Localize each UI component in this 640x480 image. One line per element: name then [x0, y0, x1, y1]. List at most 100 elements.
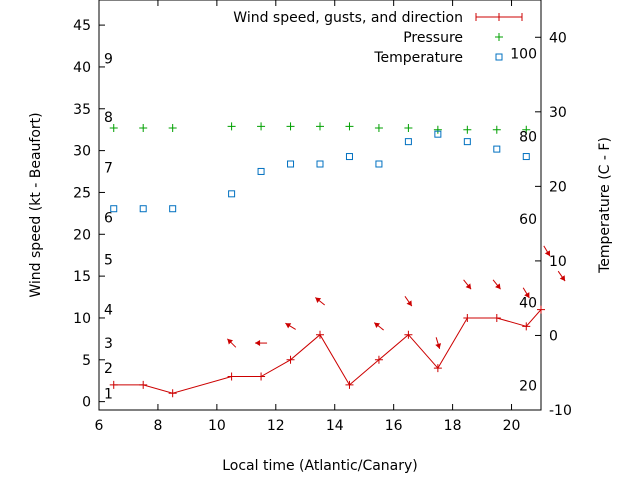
wind-speed-point [227, 372, 236, 381]
y-tick-label: 0 [82, 395, 91, 411]
temperature-point [375, 160, 383, 168]
wind-speed-point [537, 305, 545, 314]
wind-direction-arrow [315, 297, 325, 306]
beaufort-label: 4 [104, 303, 113, 319]
wind-direction-arrow [227, 338, 237, 348]
wind-speed-point [109, 380, 118, 389]
wind-arrow-head [524, 292, 530, 299]
temperature-point [434, 130, 442, 138]
wind-speed-point [286, 355, 295, 364]
legend-wind-marker [475, 13, 523, 21]
temperature-point [287, 160, 295, 168]
wind-speed-point [433, 364, 442, 373]
pressure-point [139, 124, 148, 133]
pressure-point [316, 122, 324, 131]
legend-pressure-marker [495, 33, 503, 41]
pressure-point [227, 122, 236, 131]
wind-speed-point [522, 322, 531, 331]
wind-arrow-head [465, 283, 472, 290]
fahrenheit-label: 100 [510, 47, 537, 63]
temperature-point [139, 205, 147, 213]
temperature-point [463, 138, 471, 146]
wind-speed-point [139, 380, 148, 389]
pressure-point [404, 124, 413, 133]
x-tick-label: 18 [444, 418, 462, 434]
legend-temperature-marker [495, 53, 503, 61]
temperature-point [169, 205, 177, 213]
y2-tick-label: 20 [549, 179, 567, 195]
y-tick-label: 10 [73, 311, 91, 327]
temperature-point [522, 153, 530, 161]
wind-speed-point [374, 355, 383, 364]
y2-tick-label: 0 [549, 328, 558, 344]
y2-axis-label: Temperature (C - F) [597, 137, 613, 274]
fahrenheit-label: 20 [519, 378, 537, 394]
pressure-point [286, 122, 295, 131]
y-tick-label: 45 [73, 18, 91, 34]
wind-direction-arrow [255, 340, 268, 347]
temperature-point [257, 167, 265, 175]
legend-label: Pressure [403, 30, 463, 46]
wind-arrow-head [374, 322, 381, 329]
wind-direction-arrow [522, 287, 530, 299]
beaufort-label: 2 [104, 361, 113, 377]
wind-direction-arrow [373, 322, 384, 331]
y-tick-label: 40 [73, 60, 91, 76]
pressure-point [492, 125, 501, 134]
wind-direction-arrow [492, 279, 501, 290]
wind-speed-point [404, 330, 413, 339]
beaufort-label: 8 [104, 110, 113, 126]
temperature-point [404, 138, 412, 146]
wind-speed-point [316, 330, 324, 339]
pressure-point [522, 125, 531, 134]
temperature-point [110, 205, 118, 213]
wind-direction-arrow [557, 270, 566, 282]
fahrenheit-label: 80 [519, 129, 537, 145]
wind-speed-line [113, 309, 541, 394]
wind-arrow-head [315, 297, 322, 303]
wind-arrow-head [285, 323, 292, 329]
temperature-point [345, 153, 353, 161]
legend-label: Wind speed, gusts, and direction [233, 10, 463, 26]
y-tick-label: 20 [73, 227, 91, 243]
y2-tick-label: 10 [549, 254, 567, 270]
y-tick-label: 15 [73, 269, 91, 285]
wind-speed-point [463, 313, 472, 322]
wind-arrow-head [544, 250, 550, 257]
wind-speed-point [168, 389, 177, 398]
y-tick-label: 35 [73, 102, 91, 118]
x-tick-label: 6 [95, 418, 104, 434]
beaufort-label: 6 [104, 211, 113, 227]
x-tick-label: 20 [503, 418, 521, 434]
wind-arrow-head [406, 300, 412, 307]
y-axis-label: Wind speed (kt - Beaufort) [28, 112, 44, 297]
wind-arrow-head [435, 343, 442, 349]
wind-direction-arrow [404, 296, 413, 307]
wind-arrow-head [495, 283, 501, 290]
plot-frame [98, 0, 542, 411]
y2-tick-label: -10 [549, 403, 572, 419]
wind-direction-arrow [285, 322, 296, 330]
y-tick-label: 5 [82, 353, 91, 369]
x-tick-label: 8 [153, 418, 162, 434]
wind-direction-arrow [543, 245, 551, 257]
wind-arrow-head [255, 340, 261, 347]
x-tick-label: 14 [326, 418, 344, 434]
beaufort-label: 9 [104, 52, 113, 68]
x-axis-label: Local time (Atlantic/Canary) [222, 458, 418, 474]
wind-arrow-head [559, 275, 566, 282]
y-tick-label: 25 [73, 185, 91, 201]
fahrenheit-label: 40 [519, 296, 537, 312]
pressure-point [345, 122, 354, 131]
y2-tick-label: 40 [549, 30, 567, 46]
x-tick-label: 10 [208, 418, 226, 434]
beaufort-label: 7 [104, 160, 113, 176]
pressure-point [109, 124, 118, 133]
pressure-point [374, 124, 383, 133]
x-tick-label: 12 [267, 418, 285, 434]
x-tick-label: 16 [385, 418, 403, 434]
pressure-point [257, 122, 266, 131]
temperature-point [228, 190, 236, 198]
temperature-point [316, 160, 324, 168]
